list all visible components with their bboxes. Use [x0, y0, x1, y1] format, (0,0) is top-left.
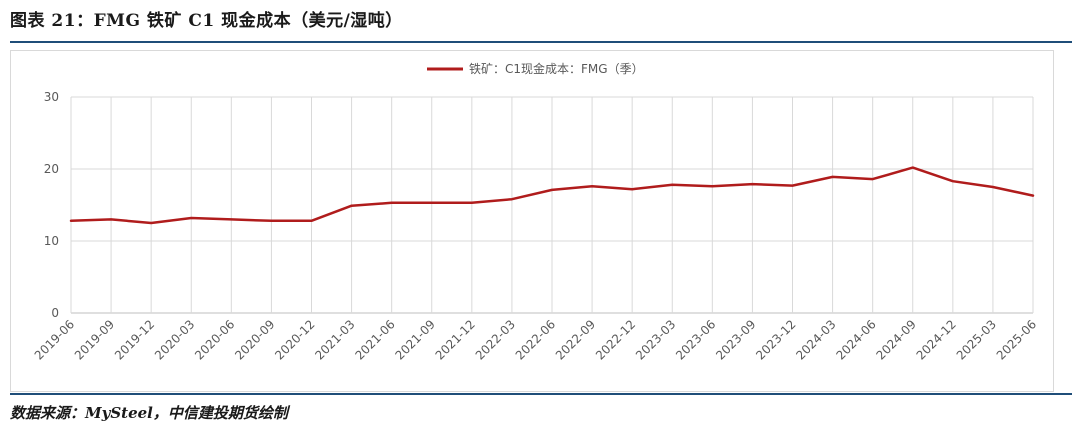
x-tick-label: 2025-06 — [994, 317, 1039, 362]
chart-container: 铁矿：C1现金成本：FMG（季） 0 10 20 30 2019-06 2019-09 2… — [10, 50, 1054, 392]
x-tick-label: 2021-03 — [312, 317, 357, 362]
chart-legend: 铁矿：C1现金成本：FMG（季） — [427, 61, 644, 76]
x-tick-label: 2024-03 — [793, 317, 838, 362]
figure-title: 图表 21：FMG 铁矿 C1 现金成本（美元/湿吨） — [10, 11, 403, 31]
x-tick-label: 2022-03 — [473, 317, 518, 362]
x-tick-label: 2023-12 — [753, 317, 798, 362]
x-tick-label: 2021-09 — [393, 317, 438, 362]
x-tick-label: 2023-06 — [673, 317, 718, 362]
x-tick-label: 2020-12 — [272, 317, 317, 362]
x-tick-label: 2024-12 — [914, 317, 959, 362]
y-tick-label: 20 — [44, 162, 59, 176]
x-tick-label: 2019-12 — [112, 317, 157, 362]
series-line — [69, 166, 1035, 225]
x-tick-label: 2022-12 — [593, 317, 638, 362]
x-tick-label: 2020-03 — [152, 317, 197, 362]
x-tick-label: 2019-09 — [72, 317, 117, 362]
x-tick-label: 2022-06 — [513, 317, 558, 362]
bottom-divider — [10, 393, 1072, 395]
x-tick-label: 2020-09 — [232, 317, 277, 362]
y-tick-label: 0 — [51, 306, 59, 320]
x-tick-label: 2023-03 — [633, 317, 678, 362]
y-tick-label: 30 — [44, 90, 59, 104]
x-tick-label: 2025-03 — [954, 317, 999, 362]
x-tick-label: 2024-09 — [874, 317, 919, 362]
source-note: 数据来源：MySteel，中信建投期货绘制 — [10, 404, 288, 422]
x-tick-label: 2019-06 — [32, 317, 77, 362]
x-tick-label: 2022-09 — [553, 317, 598, 362]
x-tick-label: 2023-09 — [713, 317, 758, 362]
x-tick-label: 2021-06 — [352, 317, 397, 362]
x-tick-label: 2021-12 — [433, 317, 478, 362]
x-tick-label: 2020-06 — [192, 317, 237, 362]
top-divider — [10, 41, 1072, 43]
legend-label: 铁矿：C1现金成本：FMG（季） — [469, 61, 644, 76]
y-tick-label: 10 — [44, 234, 59, 248]
x-tick-label: 2024-06 — [833, 317, 878, 362]
